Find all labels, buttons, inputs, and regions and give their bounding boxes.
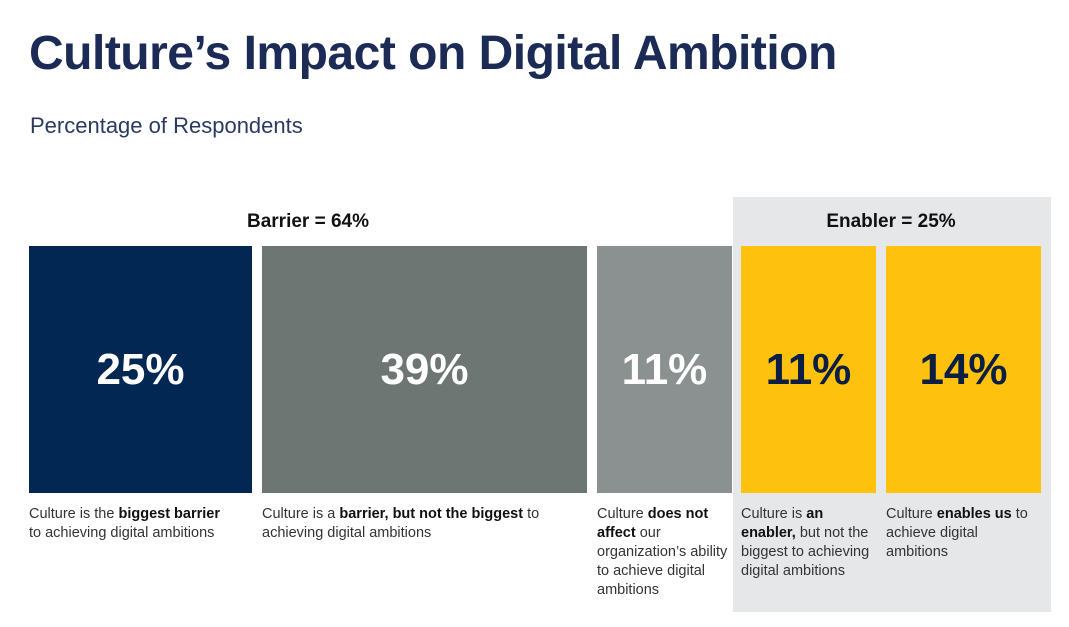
bar-4: 11% — [741, 246, 876, 493]
bar-value-label: 25% — [96, 344, 185, 394]
bar-value-label: 11% — [621, 344, 708, 394]
bar-description: Culture is an enabler, but not the bigge… — [741, 506, 870, 579]
chart-title: Culture’s Impact on Digital Ambition — [29, 27, 837, 80]
bar-description: Culture is a barrier, but not the bigges… — [262, 506, 540, 541]
bar-1: 25% — [29, 246, 252, 493]
bar-5: 14% — [886, 246, 1041, 493]
chart-subtitle: Percentage of Respondents — [30, 113, 303, 138]
bar-description: Culture does not affect our organization… — [597, 506, 728, 598]
barrier-group-label: Barrier = 64% — [247, 211, 369, 232]
enabler-group-label: Enabler = 25% — [826, 211, 956, 232]
bar-value-label: 39% — [380, 344, 469, 394]
bar-2: 39% — [262, 246, 587, 493]
bar-value-label: 14% — [919, 344, 1008, 394]
bar-description: Culture enables us to achieve digital am… — [886, 506, 1028, 560]
bar-value-label: 11% — [765, 344, 852, 394]
bar-3: 11% — [597, 246, 732, 493]
bar-description: Culture is the biggest barrier to achiev… — [29, 506, 220, 541]
